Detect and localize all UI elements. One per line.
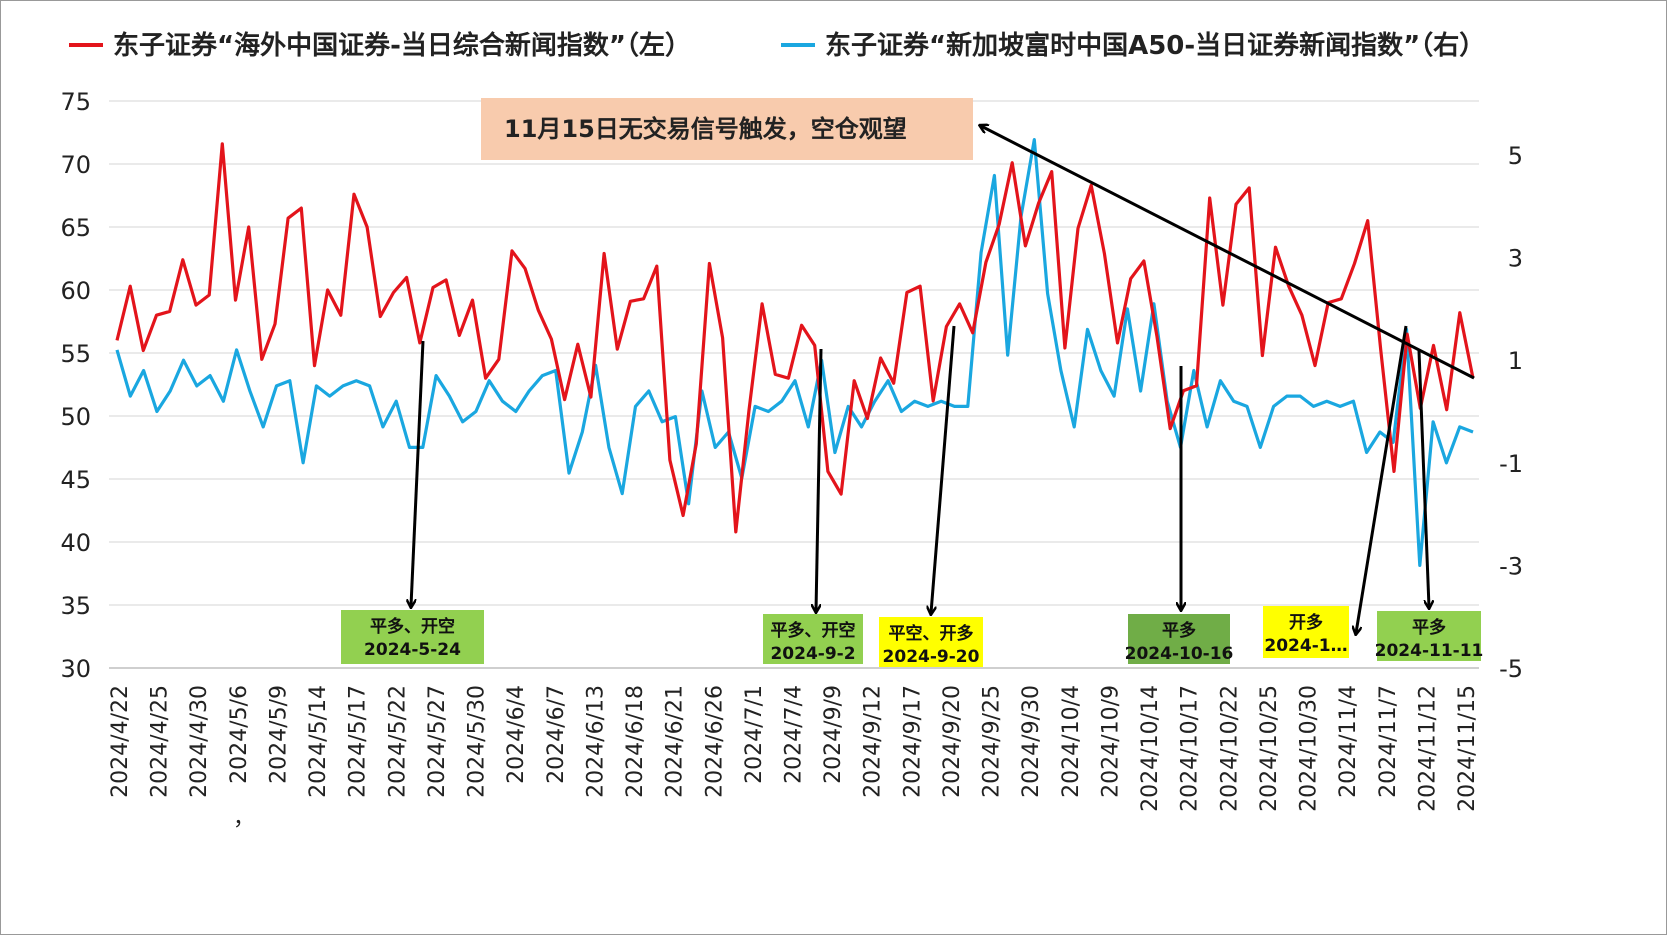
x-axis-tick-label: 2024/9/25 xyxy=(980,685,1005,798)
left-axis-tick-label: 60 xyxy=(60,277,91,305)
signal-arrow xyxy=(1417,350,1429,607)
x-axis-tick-label: 2024/11/12 xyxy=(1415,685,1440,812)
signal-action-label: 开多 xyxy=(1289,612,1323,633)
x-axis-tick-label: 2024/6/18 xyxy=(623,685,648,798)
stray-comma: ， xyxy=(233,806,255,831)
signal-box xyxy=(1377,611,1481,661)
annotation-box xyxy=(481,98,973,160)
signal-action-label: 平空、开多 xyxy=(889,623,974,644)
left-axis-tick-label: 70 xyxy=(60,151,91,179)
x-axis-tick-label: 2024/10/25 xyxy=(1257,685,1282,812)
signal-action-label: 平多 xyxy=(1162,620,1196,641)
x-axis-tick-label: 2024/11/15 xyxy=(1455,685,1480,812)
left-axis-tick-label: 75 xyxy=(60,88,91,116)
right-axis-tick-label: 5 xyxy=(1508,142,1523,170)
x-axis-tick-label: 2024/6/26 xyxy=(702,685,727,798)
right-axis-tick-label: 3 xyxy=(1508,245,1523,273)
signal-arrow xyxy=(816,348,823,611)
left-axis-tick-label: 35 xyxy=(60,592,91,620)
x-axis-tick-label: 2024/5/6 xyxy=(227,685,252,784)
left-axis-tick-label: 55 xyxy=(60,340,91,368)
right-axis-tick-label: 1 xyxy=(1508,347,1523,375)
signal-arrow xyxy=(931,325,956,613)
signal-date-label: 2024-10-16 xyxy=(1125,644,1234,664)
x-axis-tick-label: 2024/10/9 xyxy=(1098,685,1123,798)
x-axis-ticks: 2024/4/22 2024/4/25 2024/4/30 2024/5/6 2024/… xyxy=(108,685,1480,812)
signal-date-label: 2024-9-20 xyxy=(883,647,980,667)
x-axis-tick-label: 2024/7/1 xyxy=(742,685,767,784)
signal-date-label: 2024-9-2 xyxy=(770,644,855,664)
signal-box xyxy=(879,617,983,667)
signal-action-label: 平多、开空 xyxy=(771,620,856,641)
x-axis-tick-label: 2024/9/17 xyxy=(900,685,925,798)
x-axis-tick-label: 2024/5/30 xyxy=(465,685,490,798)
signal-boxes: 平多、开空 2024-5-24 平多、开空 2024-9-2 平空、开多 2024-9-2… xyxy=(341,606,1483,667)
signal-action-label: 平多 xyxy=(1412,617,1446,638)
x-axis-tick-label: 2024/6/13 xyxy=(583,685,608,798)
series-line-overseas-news-index xyxy=(115,142,1475,534)
x-axis-tick-label: 2024/4/25 xyxy=(148,685,173,798)
right-axis-tick-label: -1 xyxy=(1499,450,1523,478)
x-axis-tick-label: 2024/6/7 xyxy=(544,685,569,784)
signal-box xyxy=(763,614,863,664)
x-axis-tick-label: 2024/11/4 xyxy=(1336,685,1361,798)
x-axis-tick-label: 2024/7/4 xyxy=(782,685,807,784)
signal-arrows xyxy=(411,126,1475,633)
no-signal-annotation: 11月15日无交易信号触发，空仓观望 xyxy=(481,98,973,160)
right-axis-ticks: -5 -3 -1 1 3 5 xyxy=(1499,142,1523,683)
signal-box xyxy=(1128,614,1230,664)
x-axis-tick-label: 2024/9/9 xyxy=(821,685,846,784)
legend: 东子证券“海外中国证券-当日综合新闻指数”（左） 东子证券“新加坡富时中国A50… xyxy=(69,30,1485,61)
left-axis-tick-label: 45 xyxy=(60,466,91,494)
gridlines xyxy=(109,100,1479,669)
x-axis-tick-label: 2024/10/4 xyxy=(1059,685,1084,798)
x-axis-tick-label: 2024/5/14 xyxy=(306,685,331,798)
right-axis-tick-label: -5 xyxy=(1499,655,1523,683)
x-axis-tick-label: 2024/10/22 xyxy=(1217,685,1242,812)
series-line-a50-news-index xyxy=(115,138,1474,568)
x-axis-tick-label: 2024/6/4 xyxy=(504,685,529,784)
legend-label-left-series: 东子证券“海外中国证券-当日综合新闻指数”（左） xyxy=(113,30,691,61)
x-axis-tick-label: 2024/9/30 xyxy=(1019,685,1044,798)
x-axis-tick-label: 2024/4/30 xyxy=(187,685,212,798)
x-axis-tick-label: 2024/10/30 xyxy=(1297,685,1322,812)
signal-action-label: 平多、开空 xyxy=(370,616,455,637)
right-axis-tick-label: -3 xyxy=(1499,552,1523,580)
signal-arrow xyxy=(411,340,425,606)
x-axis-tick-label: 2024/6/21 xyxy=(663,685,688,798)
left-axis-tick-label: 30 xyxy=(60,655,91,683)
left-axis-tick-label: 40 xyxy=(60,529,91,557)
x-axis-tick-label: 2024/5/17 xyxy=(346,685,371,798)
x-axis-tick-label: 2024/5/9 xyxy=(266,685,291,784)
x-axis-tick-label: 2024/5/22 xyxy=(385,685,410,798)
x-axis-tick-label: 2024/10/17 xyxy=(1178,685,1203,812)
x-axis-tick-label: 2024/5/27 xyxy=(425,685,450,798)
signal-arrow xyxy=(981,126,1475,380)
signal-box xyxy=(1263,606,1349,658)
signal-arrow xyxy=(1356,325,1408,633)
annotation-text: 11月15日无交易信号触发，空仓观望 xyxy=(504,115,907,143)
x-axis-tick-label: 2024/9/20 xyxy=(940,685,965,798)
left-axis-ticks: 30 35 40 45 50 55 60 65 70 75 xyxy=(60,88,91,683)
x-axis-tick-label: 2024/4/22 xyxy=(108,685,133,798)
x-axis-tick-label: 2024/10/14 xyxy=(1138,685,1163,812)
left-axis-tick-label: 65 xyxy=(60,214,91,242)
left-axis-tick-label: 50 xyxy=(60,403,91,431)
signal-date-label: 2024-1… xyxy=(1264,636,1347,656)
legend-label-right-series: 东子证券“新加坡富时中国A50-当日证券新闻指数”（右） xyxy=(825,30,1485,61)
x-axis-tick-label: 2024/11/7 xyxy=(1376,685,1401,798)
signal-date-label: 2024-5-24 xyxy=(364,640,461,660)
signal-box xyxy=(341,610,484,664)
signal-date-label: 2024-11-11 xyxy=(1375,641,1484,661)
x-axis-tick-label: 2024/9/12 xyxy=(861,685,886,798)
